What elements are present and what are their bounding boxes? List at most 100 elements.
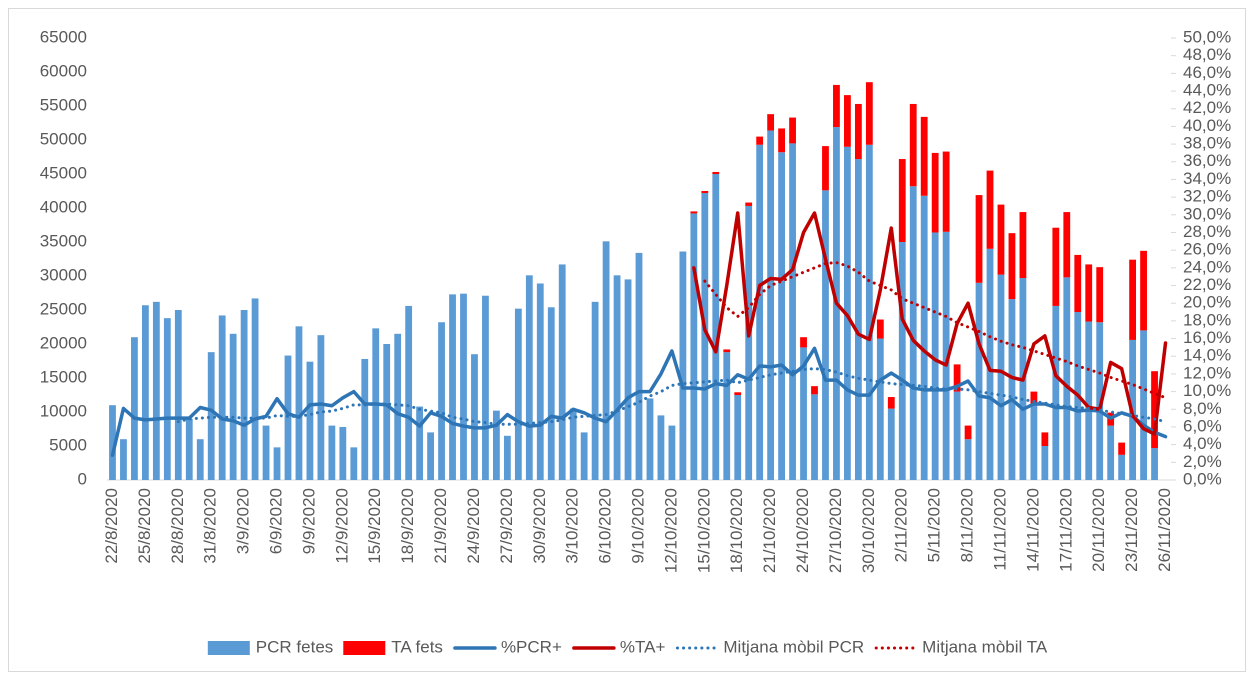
bar [536, 283, 544, 480]
bar [887, 397, 895, 409]
bar [822, 146, 829, 191]
bar [646, 398, 654, 480]
bar [1085, 264, 1093, 322]
y2-tick-label: 36,0% [1183, 151, 1231, 170]
bar [1140, 250, 1147, 331]
bar [262, 425, 270, 480]
bar [833, 84, 840, 128]
bar [898, 242, 906, 480]
bar [756, 136, 764, 145]
bar [701, 191, 709, 194]
bar [1118, 454, 1126, 480]
bar [613, 275, 621, 480]
bar [800, 337, 807, 348]
y-tick-label: 5000 [49, 435, 87, 454]
bar [778, 152, 785, 481]
x-tick-label: 28/8/2020 [168, 488, 187, 564]
bar [1096, 267, 1104, 323]
x-tick-label: 30/9/2020 [530, 488, 549, 564]
bar [196, 439, 204, 480]
bar [920, 116, 928, 196]
y2-tick-label: 26,0% [1183, 240, 1231, 259]
bar [997, 274, 1005, 480]
bar [109, 405, 116, 480]
bar [174, 310, 182, 480]
bar [482, 295, 489, 480]
bar [449, 294, 456, 480]
line [110, 346, 1168, 457]
y2-tick-label: 50,0% [1183, 27, 1231, 46]
x-tick-label: 27/9/2020 [497, 488, 516, 564]
bar [1151, 448, 1158, 480]
bar [514, 308, 522, 480]
bar [854, 103, 862, 160]
y-tick-label: 40000 [40, 197, 87, 216]
x-tick-label: 17/11/2020 [1056, 488, 1075, 572]
bar [756, 144, 764, 480]
bar [427, 432, 434, 480]
bar [580, 432, 588, 480]
bar [240, 310, 248, 480]
bar [865, 144, 873, 480]
bar [1063, 277, 1071, 480]
bar [931, 152, 939, 233]
bar [734, 395, 742, 480]
x-tick-label: 18/9/2020 [398, 488, 417, 564]
bar [811, 386, 818, 395]
legend-label: PCR fetes [256, 637, 333, 656]
y-tick-label: 50000 [40, 129, 87, 148]
bar [503, 435, 511, 480]
x-tick-label: 31/8/2020 [201, 488, 220, 564]
bar [1107, 425, 1115, 480]
y-tick-label: 65000 [40, 27, 87, 46]
bar [361, 358, 369, 480]
bar [1041, 432, 1049, 446]
bar [723, 352, 731, 480]
bar [942, 231, 950, 480]
bar [635, 252, 643, 480]
y2-tick-label: 32,0% [1183, 187, 1231, 206]
legend-label: Mitjana mòbil PCR [723, 637, 864, 656]
bar [218, 315, 226, 480]
bar [1140, 330, 1147, 480]
bar [591, 301, 599, 480]
x-tick-label: 24/10/2020 [793, 488, 812, 573]
bar [120, 439, 127, 480]
y2-tick-label: 44,0% [1183, 81, 1231, 100]
bar [460, 293, 467, 480]
x-tick-label: 6/10/2020 [596, 488, 615, 564]
bar [668, 425, 676, 480]
y2-tick-label: 2,0% [1183, 452, 1222, 471]
bar [1052, 305, 1060, 480]
x-tick-label: 15/10/2020 [694, 488, 713, 573]
bar [986, 170, 994, 249]
bar [141, 305, 149, 480]
y-tick-label: 55000 [40, 95, 87, 114]
bar [876, 338, 884, 480]
bar [383, 344, 391, 480]
bar [822, 190, 829, 480]
bar [767, 114, 775, 131]
x-tick-label: 24/9/2020 [464, 488, 483, 564]
bar [789, 143, 796, 480]
y-tick-label: 15000 [40, 367, 87, 386]
legend-swatch [207, 641, 250, 655]
bar [525, 275, 533, 480]
y-tick-label: 25000 [40, 299, 87, 318]
x-tick-label: 5/11/2020 [925, 488, 944, 562]
bar [701, 193, 709, 481]
bar [964, 425, 972, 440]
bar [339, 426, 347, 480]
bar [953, 364, 961, 392]
bar [152, 301, 160, 480]
x-tick-label: 18/10/2020 [727, 488, 746, 573]
x-tick-label: 15/9/2020 [365, 488, 384, 564]
bar [690, 213, 698, 480]
y2-tick-label: 14,0% [1183, 346, 1231, 365]
bar [1074, 254, 1082, 313]
bar [163, 318, 171, 480]
x-tick-label: 3/10/2020 [563, 488, 582, 564]
bar [405, 305, 413, 480]
bar [317, 335, 325, 480]
bar [964, 439, 972, 480]
